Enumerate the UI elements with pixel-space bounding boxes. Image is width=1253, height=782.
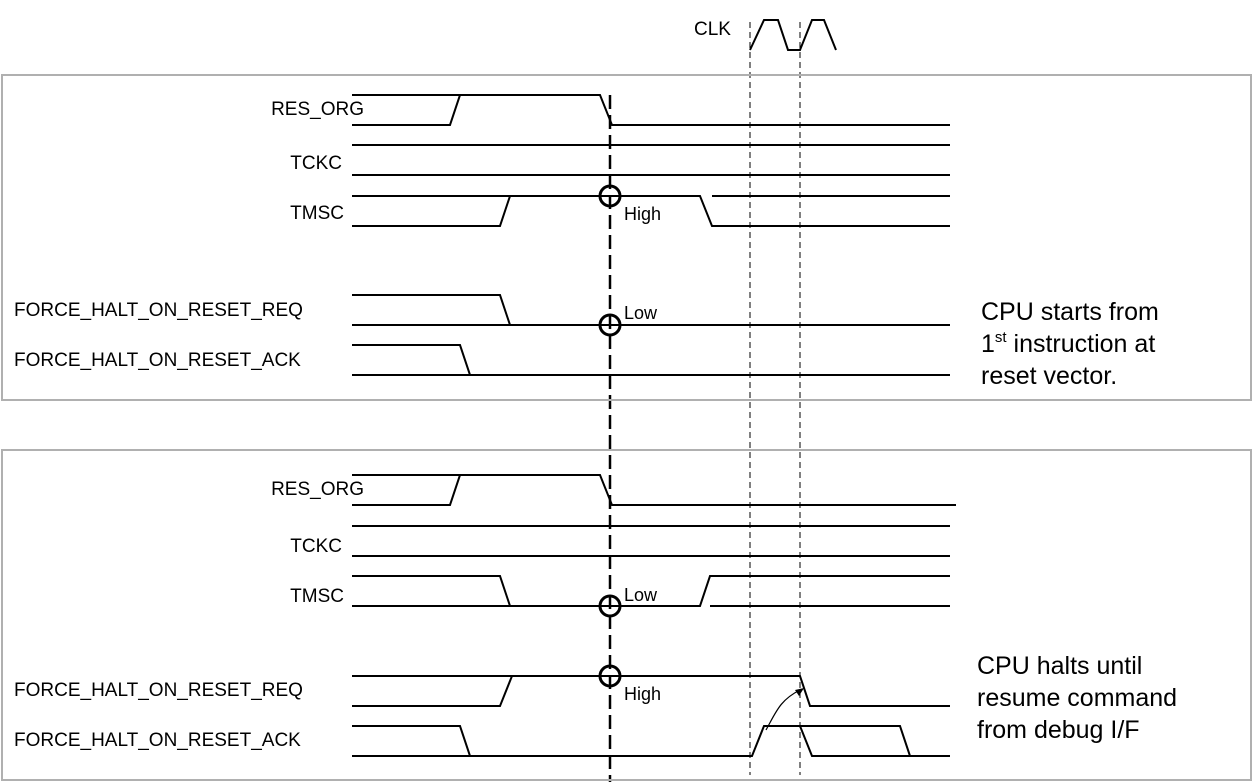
bottom-tmsc-label: TMSC (290, 586, 344, 607)
top-note-line3: reset vector. (981, 362, 1117, 390)
bottom-ack-wave-high-b (764, 725, 911, 757)
bottom-ack-wave (352, 725, 950, 757)
bottom-req-marker-label: High (624, 684, 661, 704)
bottom-note-line3: from debug I/F (977, 716, 1140, 744)
top-ack-wave (352, 344, 950, 376)
bottom-req-wave (352, 675, 950, 707)
bottom-note-line1: CPU halts until (977, 652, 1142, 680)
top-req-wave (352, 294, 950, 326)
top-req-marker-label: Low (624, 303, 658, 323)
bottom-req-label: FORCE_HALT_ON_RESET_REQ (14, 680, 303, 701)
top-res-org-label: RES_ORG (271, 99, 364, 120)
ack-to-req-arrowhead (795, 688, 804, 696)
clk-waveform (749, 19, 837, 51)
top-res-org-wave-low (352, 94, 950, 126)
bottom-tmsc-marker-label: Low (624, 585, 658, 605)
panel-top (1, 74, 1252, 401)
bottom-res-org-wave (352, 474, 956, 506)
top-ack-label: FORCE_HALT_ON_RESET_ACK (14, 350, 301, 371)
top-req-label: FORCE_HALT_ON_RESET_REQ (14, 300, 303, 321)
top-tmsc-marker-label: High (624, 204, 661, 224)
bottom-note-line2: resume command (977, 684, 1177, 712)
panel-bottom (1, 449, 1252, 781)
top-tckc-label: TCKC (290, 153, 342, 174)
bottom-res-org-label: RES_ORG (271, 479, 364, 500)
top-tmsc-label: TMSC (290, 203, 344, 224)
bottom-tckc-label: TCKC (290, 536, 342, 557)
bottom-ack-label: FORCE_HALT_ON_RESET_ACK (14, 730, 301, 751)
ack-to-req-arrow (765, 689, 801, 731)
top-note-line2: 1st instruction at (981, 329, 1155, 358)
clk-label: CLK (694, 19, 731, 40)
top-note-line1: CPU starts from (981, 298, 1159, 326)
